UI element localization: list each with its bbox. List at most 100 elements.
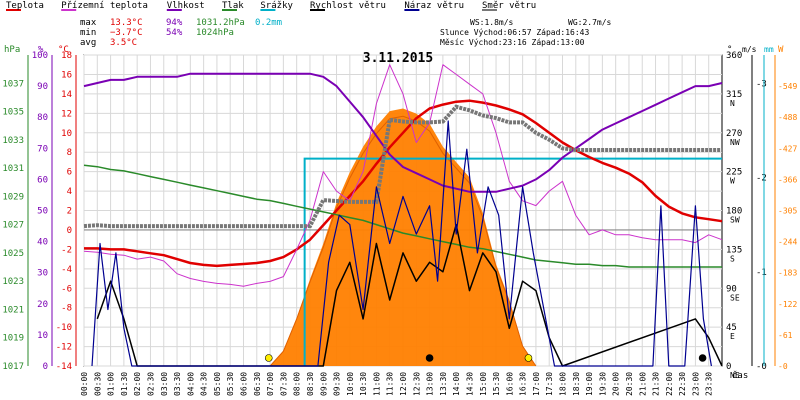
time-tick-label: 07:00 <box>266 372 275 396</box>
time-tick-label: 13:30 <box>439 372 448 396</box>
direction-name-label: NW <box>730 138 740 147</box>
stat-value-3: 1024hPa <box>196 28 234 38</box>
pressure-tick-label: 1019 <box>2 334 24 344</box>
direction-name-label: N <box>730 99 735 108</box>
pressure-tick-label: 1027 <box>2 221 24 231</box>
temperature-tick-label: 6 <box>67 168 72 178</box>
pressure-tick-label: 1031 <box>2 164 24 174</box>
temperature-tick-label: 18 <box>61 51 72 61</box>
temperature-tick-label: -8 <box>61 304 72 314</box>
time-tick-label: 05:00 <box>213 372 222 396</box>
humidity-tick-label: 90 <box>37 82 48 92</box>
time-tick-label: 08:00 <box>293 372 302 396</box>
wind-unit: m/s <box>742 45 757 54</box>
solar-radiation-area <box>270 108 536 366</box>
time-tick-label: 10:00 <box>346 372 355 396</box>
time-tick-label: 14:30 <box>465 372 474 396</box>
legend-label: Srážky <box>260 1 293 11</box>
time-tick-label: 02:00 <box>133 372 142 396</box>
temperature-tick-label: 2 <box>67 207 72 217</box>
direction-tick-label: 225 <box>726 168 742 178</box>
direction-name-label: SE <box>730 293 740 302</box>
time-tick-label: 00:00 <box>80 372 89 396</box>
wind-tick-label: -2 <box>756 174 767 184</box>
solar-tick-label: -366 <box>778 175 797 184</box>
stat-value-1: −3.7°C <box>110 28 143 38</box>
time-tick-label: 15:30 <box>492 372 501 396</box>
humidity-tick-label: 50 <box>37 207 48 217</box>
humidity-tick-label: 80 <box>37 113 48 123</box>
pressure-unit: hPa <box>4 45 20 55</box>
humidity-tick-label: 100 <box>32 51 48 61</box>
time-tick-label: 23:00 <box>691 372 700 396</box>
stat-value-2: 94% <box>166 18 183 28</box>
pressure-tick-label: 1035 <box>2 108 24 118</box>
legend-label: Teplota <box>6 1 44 11</box>
direction-unit: ° <box>727 45 732 55</box>
time-tick-label: 14:00 <box>452 372 461 396</box>
direction-name-label: E <box>730 332 735 341</box>
solar-tick-label: -305 <box>778 207 797 216</box>
pressure-tick-label: 1025 <box>2 249 24 259</box>
wind-tick-label: -0 <box>756 362 767 372</box>
temperature-tick-label: -2 <box>61 245 72 255</box>
time-tick-label: 09:30 <box>333 372 342 396</box>
wind-tick-label: -1 <box>756 268 767 278</box>
temperature-tick-label: 12 <box>61 109 72 119</box>
time-tick-label: 01:30 <box>120 372 129 396</box>
humidity-tick-label: 10 <box>37 331 48 341</box>
humidity-tick-label: 40 <box>37 238 48 248</box>
temperature-tick-label: -14 <box>56 362 72 372</box>
pressure-tick-label: 1037 <box>2 79 24 89</box>
humidity-tick-label: 70 <box>37 144 48 154</box>
humidity-tick-label: 60 <box>37 175 48 185</box>
direction-tick-label: 90 <box>726 284 737 294</box>
stat-value-0: max <box>80 18 97 28</box>
time-tick-label: 00:30 <box>93 372 102 396</box>
temperature-tick-label: 10 <box>61 129 72 139</box>
direction-name-label: NE <box>730 371 740 380</box>
pressure-tick-label: 1023 <box>2 277 24 287</box>
solar-tick-label: -549 <box>778 82 797 91</box>
pressure-tick-label: 1021 <box>2 305 24 315</box>
stat-value-4: 0.2mm <box>255 18 282 28</box>
time-tick-label: 01:00 <box>107 372 116 396</box>
stat-value-1: 3.5°C <box>110 38 137 48</box>
temperature-unit: °C <box>58 45 69 55</box>
chart-title: 3.11.2015 <box>363 51 433 66</box>
wind-direction-series <box>83 104 722 229</box>
stat-value-0: avg <box>80 38 96 48</box>
time-tick-label: 12:00 <box>399 372 408 396</box>
time-tick-label: 06:30 <box>253 372 262 396</box>
temperature-tick-label: 0 <box>67 226 72 236</box>
temperature-tick-label: 14 <box>61 90 72 100</box>
time-tick-label: 05:30 <box>226 372 235 396</box>
time-tick-label: 04:30 <box>200 372 209 396</box>
sunrise-marker <box>264 354 273 362</box>
time-tick-label: 06:00 <box>240 372 249 396</box>
direction-tick-label: 270 <box>726 129 742 139</box>
pressure-tick-label: 1029 <box>2 192 24 202</box>
temperature-tick-label: -12 <box>56 343 72 353</box>
time-tick-label: 13:00 <box>426 372 435 396</box>
time-tick-label: 08:30 <box>306 372 315 396</box>
wind-speed-stat: WS:1.8m/s <box>470 18 514 27</box>
direction-name-label: W <box>730 177 735 186</box>
time-tick-label: 18:30 <box>572 372 581 396</box>
direction-tick-label: 0 <box>726 362 731 372</box>
temperature-tick-label: -10 <box>56 323 72 333</box>
direction-name-label: S <box>730 254 735 263</box>
time-tick-label: 19:30 <box>598 372 607 396</box>
legend-label: Rychlost větru <box>310 1 386 11</box>
time-tick-label: 16:30 <box>519 372 528 396</box>
time-tick-label: 11:30 <box>386 372 395 396</box>
wind-tick-label: -3 <box>756 79 767 89</box>
solar-tick-label: -61 <box>778 331 793 340</box>
time-tick-label: 22:30 <box>678 372 687 396</box>
solar-unit: W <box>778 45 784 55</box>
temperature-tick-label: -4 <box>61 265 72 275</box>
time-tick-label: 17:30 <box>545 372 554 396</box>
time-tick-label: 03:00 <box>160 372 169 396</box>
legend-label: Náraz větru <box>404 1 464 11</box>
stat-value-1: 13.3°C <box>110 18 143 28</box>
